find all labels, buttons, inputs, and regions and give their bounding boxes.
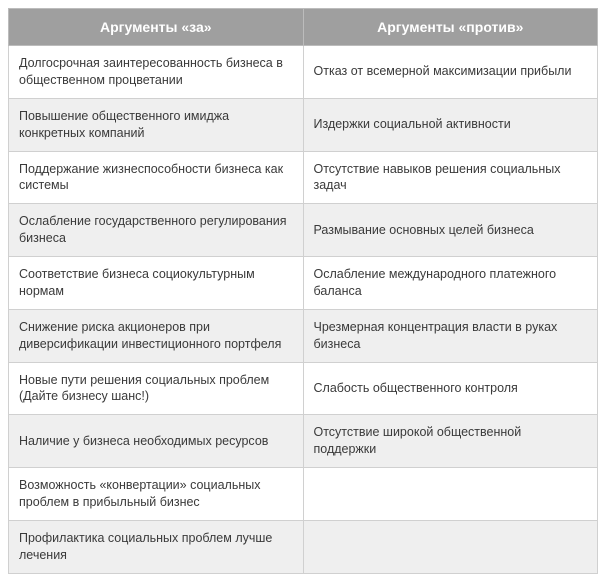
table-row: Профилактика социальных проблем лучше ле…: [9, 520, 598, 573]
cell-against: Ослабление международного платежного бал…: [303, 257, 598, 310]
cell-for: Снижение риска акционеров при диверсифик…: [9, 309, 304, 362]
cell-for: Профилактика социальных проблем лучше ле…: [9, 520, 304, 573]
table-row: Снижение риска акционеров при диверсифик…: [9, 309, 598, 362]
table-row: Долгосрочная заинтересованность бизнеса …: [9, 46, 598, 99]
cell-for: Ослабление государственного регулировани…: [9, 204, 304, 257]
table-row: Соответствие бизнеса социокультурным нор…: [9, 257, 598, 310]
arguments-table-container: Аргументы «за» Аргументы «против» Долгос…: [8, 8, 598, 574]
cell-against: Отсутствие навыков решения социальных за…: [303, 151, 598, 204]
cell-against: Размывание основных целей бизнеса: [303, 204, 598, 257]
cell-against: Слабость общественного контроля: [303, 362, 598, 415]
cell-for: Поддержание жизнеспособности бизнеса как…: [9, 151, 304, 204]
table-row: Наличие у бизнеса необходимых ресурсов О…: [9, 415, 598, 468]
cell-for: Возможность «конвертации» социальных про…: [9, 468, 304, 521]
cell-for: Новые пути решения социальных проблем (Д…: [9, 362, 304, 415]
table-body: Долгосрочная заинтересованность бизнеса …: [9, 46, 598, 574]
cell-against: Чрезмерная концентрация власти в руках б…: [303, 309, 598, 362]
cell-against: Отсутствие широкой общественной поддержк…: [303, 415, 598, 468]
table-row: Поддержание жизнеспособности бизнеса как…: [9, 151, 598, 204]
table-row: Возможность «конвертации» социальных про…: [9, 468, 598, 521]
col-header-for: Аргументы «за»: [9, 9, 304, 46]
table-row: Повышение общественного имиджа конкретны…: [9, 98, 598, 151]
cell-against: Отказ от всемерной максимизации прибыли: [303, 46, 598, 99]
header-row: Аргументы «за» Аргументы «против»: [9, 9, 598, 46]
cell-against: Издержки социальной активности: [303, 98, 598, 151]
cell-for: Наличие у бизнеса необходимых ресурсов: [9, 415, 304, 468]
col-header-against: Аргументы «против»: [303, 9, 598, 46]
cell-for: Соответствие бизнеса социокультурным нор…: [9, 257, 304, 310]
cell-for: Долгосрочная заинтересованность бизнеса …: [9, 46, 304, 99]
cell-against: [303, 520, 598, 573]
arguments-table: Аргументы «за» Аргументы «против» Долгос…: [8, 8, 598, 574]
cell-for: Повышение общественного имиджа конкретны…: [9, 98, 304, 151]
table-header: Аргументы «за» Аргументы «против»: [9, 9, 598, 46]
table-row: Новые пути решения социальных проблем (Д…: [9, 362, 598, 415]
cell-against: [303, 468, 598, 521]
table-row: Ослабление государственного регулировани…: [9, 204, 598, 257]
